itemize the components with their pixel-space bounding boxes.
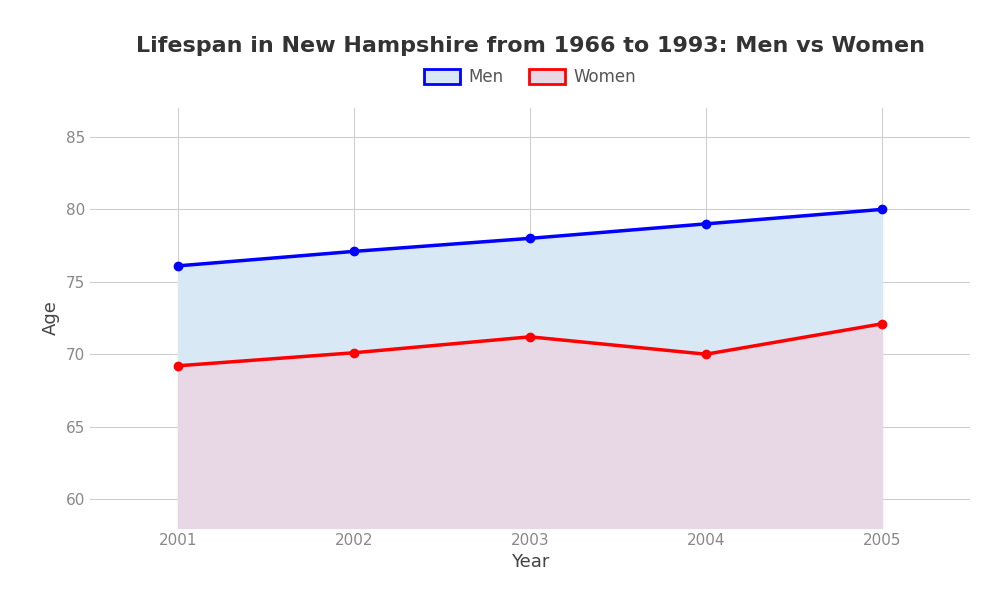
Y-axis label: Age: Age: [42, 301, 60, 335]
Legend: Men, Women: Men, Women: [417, 62, 643, 93]
Title: Lifespan in New Hampshire from 1966 to 1993: Men vs Women: Lifespan in New Hampshire from 1966 to 1…: [136, 37, 924, 56]
X-axis label: Year: Year: [511, 553, 549, 571]
